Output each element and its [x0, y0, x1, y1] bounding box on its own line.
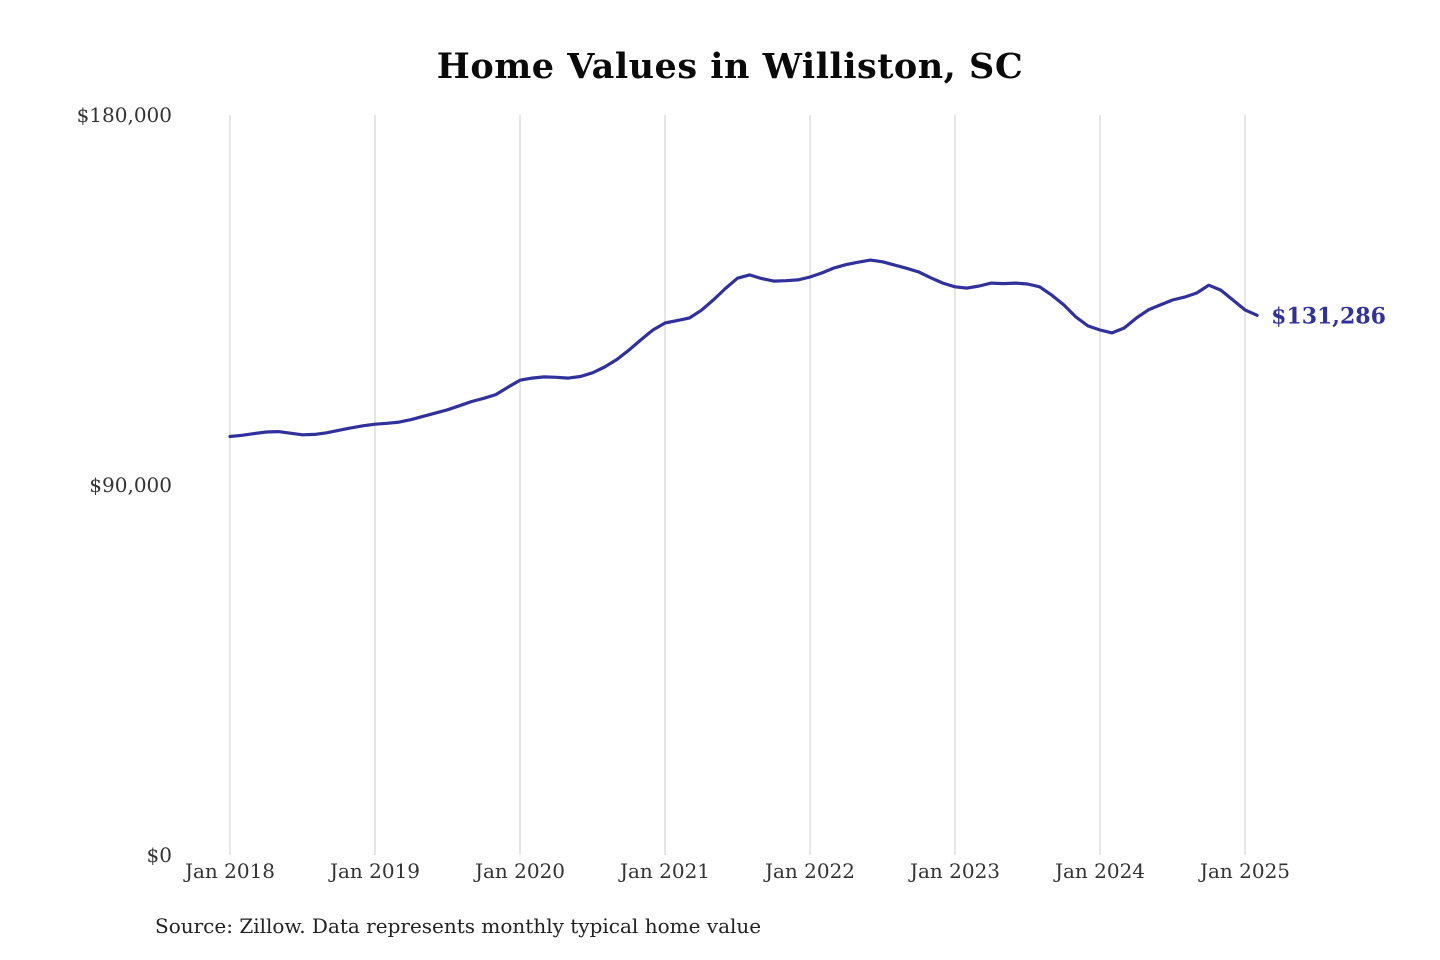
x-axis-tick-label: Jan 2024 — [1053, 859, 1145, 883]
y-axis-tick-label: $0 — [147, 843, 172, 867]
x-axis-tick-label: Jan 2021 — [618, 859, 710, 883]
x-axis-tick-label: Jan 2018 — [183, 859, 275, 883]
y-axis-tick-label: $90,000 — [89, 473, 172, 497]
x-axis-tick-label: Jan 2019 — [328, 859, 420, 883]
x-axis-tick-label: Jan 2022 — [763, 859, 855, 883]
y-axis-tick-label: $180,000 — [77, 103, 172, 127]
source-note: Source: Zillow. Data represents monthly … — [155, 914, 762, 938]
x-axis-tick-label: Jan 2023 — [908, 859, 1000, 883]
latest-value-label: $131,286 — [1271, 303, 1386, 329]
chart-title: Home Values in Williston, SC — [436, 46, 1024, 87]
home-value-series-line — [228, 258, 1259, 439]
x-axis-tick-label: Jan 2025 — [1198, 859, 1290, 883]
x-axis-tick-label: Jan 2020 — [473, 859, 565, 883]
